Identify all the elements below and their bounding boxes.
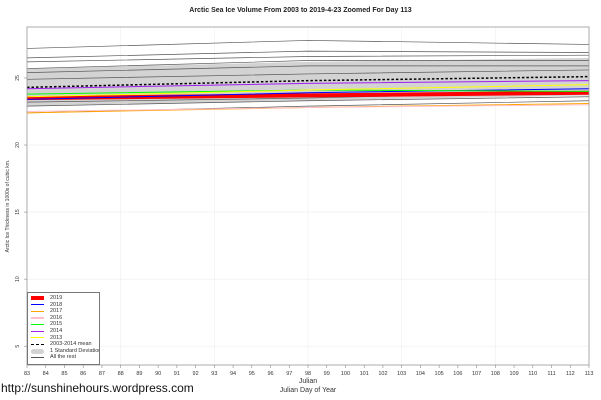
x-tick-label: 84 [43, 371, 49, 377]
legend-swatch [31, 317, 44, 319]
series-line-2013 [26, 84, 590, 98]
legend-label: 2016 [50, 314, 63, 321]
source-url[interactable]: http://sunshinehours.wordpress.com [1, 381, 194, 395]
x-tick-label: 87 [99, 371, 105, 377]
legend-label: 2003-2014 mean [50, 341, 92, 348]
x-tick-label: 103 [397, 371, 406, 377]
legend-label: 2013 [50, 334, 63, 341]
legend-item: All the rest [31, 354, 99, 361]
x-tick-label: 104 [416, 371, 425, 377]
x-tick-label: 85 [61, 371, 67, 377]
rest-series-line [26, 50, 590, 59]
y-tick-label: 5 [15, 345, 21, 348]
legend-label: All the rest [50, 354, 76, 361]
x-tick-label: 112 [566, 371, 575, 377]
series-line-2003-2014-mean [26, 75, 590, 89]
series-line-2014 [26, 80, 590, 90]
legend-swatch [31, 343, 44, 346]
x-tick-label: 86 [80, 371, 86, 377]
legend-item: 2014 [31, 328, 99, 335]
x-tick-label: 99 [324, 371, 330, 377]
rest-series-line [26, 96, 590, 107]
y-tick-label: 25 [15, 75, 21, 81]
x-tick-label: 101 [360, 371, 369, 377]
x-tick-label: 106 [453, 371, 462, 377]
legend-label: 2017 [50, 308, 63, 315]
x-tick-label: 108 [491, 371, 500, 377]
legend-swatch [31, 348, 44, 354]
x-tick-label: 109 [509, 371, 518, 377]
x-tick-label: 92 [193, 371, 199, 377]
x-tick-label: 90 [155, 371, 161, 377]
rest-series-line [26, 60, 589, 69]
legend-label: 2018 [50, 301, 63, 308]
x-tick-label: 89 [136, 371, 142, 377]
x-tick-label: 94 [230, 371, 236, 377]
legend: 2019 2018 2017 2016 2015 2014 2013 2003-2014 me… [27, 292, 100, 365]
rest-series-line [26, 69, 590, 80]
legend-item: 1 Standard Deviation [31, 348, 99, 355]
y-tick-label: 10 [15, 276, 21, 282]
legend-item: 2016 [31, 315, 99, 322]
x-tick-label: 110 [528, 371, 537, 377]
legend-label: 1 Standard Deviation [50, 347, 100, 354]
x-tick-label: 95 [249, 371, 255, 377]
legend-label: 2019 [50, 295, 63, 301]
rest-series-line [26, 54, 590, 63]
legend-item: 2015 [31, 321, 99, 328]
legend-swatch [31, 357, 44, 359]
legend-swatch [31, 337, 44, 339]
legend-item: 2019 [31, 295, 99, 302]
x-tick-label: 102 [378, 371, 387, 377]
legend-swatch [31, 324, 44, 326]
series-line-2016 [26, 104, 590, 112]
y-tick-label: 15 [15, 209, 21, 215]
x-tick-label: 111 [547, 371, 555, 377]
x-tick-label: 91 [174, 371, 180, 377]
x-tick-label: 93 [211, 371, 217, 377]
x-tick-label: 98 [305, 371, 311, 377]
legend-swatch [31, 296, 44, 301]
legend-item: 2018 [31, 302, 99, 309]
x-tick-label: 97 [286, 371, 292, 377]
y-axis-label: Arctic Ice Thickness in 1000s of cubic k… [5, 159, 11, 253]
x-axis-label: Julian [298, 378, 318, 385]
legend-label: 2014 [50, 327, 63, 334]
y-tick-label: 20 [15, 142, 21, 148]
x-tick-label: 96 [267, 371, 273, 377]
legend-item: 2017 [31, 308, 99, 315]
x-tick-label: 83 [24, 371, 30, 377]
legend-swatch [31, 330, 44, 332]
x-tick-label: 107 [472, 371, 481, 377]
legend-item: 2003-2014 mean [31, 341, 99, 348]
legend-swatch [31, 304, 44, 306]
x-tick-label: 105 [435, 371, 444, 377]
rest-series-line [26, 40, 590, 49]
x-axis-sublabel: Julian Day of Year [279, 387, 337, 394]
legend-swatch [31, 310, 44, 313]
x-tick-label: 88 [118, 371, 124, 377]
x-tick-label: 113 [585, 371, 594, 377]
legend-item: 2013 [31, 335, 99, 342]
rest-series-line [26, 65, 589, 73]
chart-title: Arctic Sea Ice Volume From 2003 to 2019-… [189, 7, 412, 14]
x-tick-label: 100 [341, 371, 350, 377]
series-line-2018 [26, 88, 590, 100]
legend-label: 2015 [50, 321, 63, 328]
